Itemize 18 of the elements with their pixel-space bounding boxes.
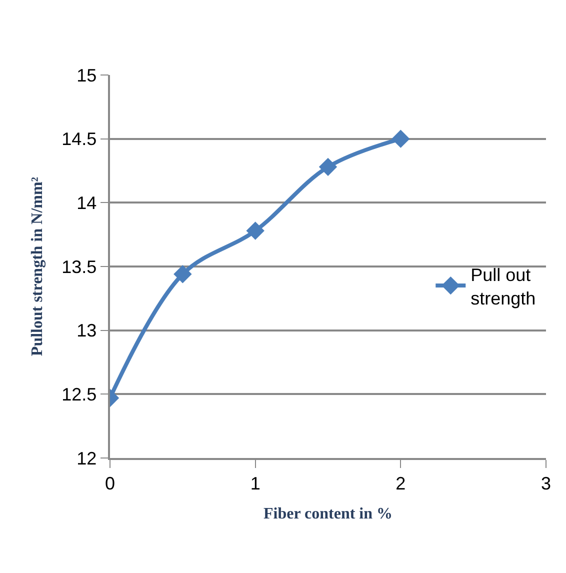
x-tick-label: 0 <box>104 473 116 494</box>
point <box>318 158 338 176</box>
x-axis-title: Fiber content in % <box>263 506 393 523</box>
x-tick-label: 1 <box>250 473 260 494</box>
point <box>246 222 264 240</box>
x-tick-label: 2 <box>396 473 406 494</box>
legend-label: Pull out strength <box>470 264 536 308</box>
point <box>174 265 192 284</box>
x-tick-label: 3 <box>540 473 552 494</box>
y-tick-label: 14.5 <box>62 129 97 150</box>
y-tick-label: 14 <box>76 192 97 213</box>
y-axis-title: Pullout strength in N/mm² <box>29 176 46 356</box>
y-tick-label: 13 <box>76 320 97 341</box>
y-tick-label: 12.5 <box>62 384 97 404</box>
y-tick-label: 15 <box>76 65 97 86</box>
point <box>392 130 410 148</box>
y-tick-label: 13.5 <box>62 256 97 277</box>
y-tick-label: 12 <box>76 448 97 468</box>
